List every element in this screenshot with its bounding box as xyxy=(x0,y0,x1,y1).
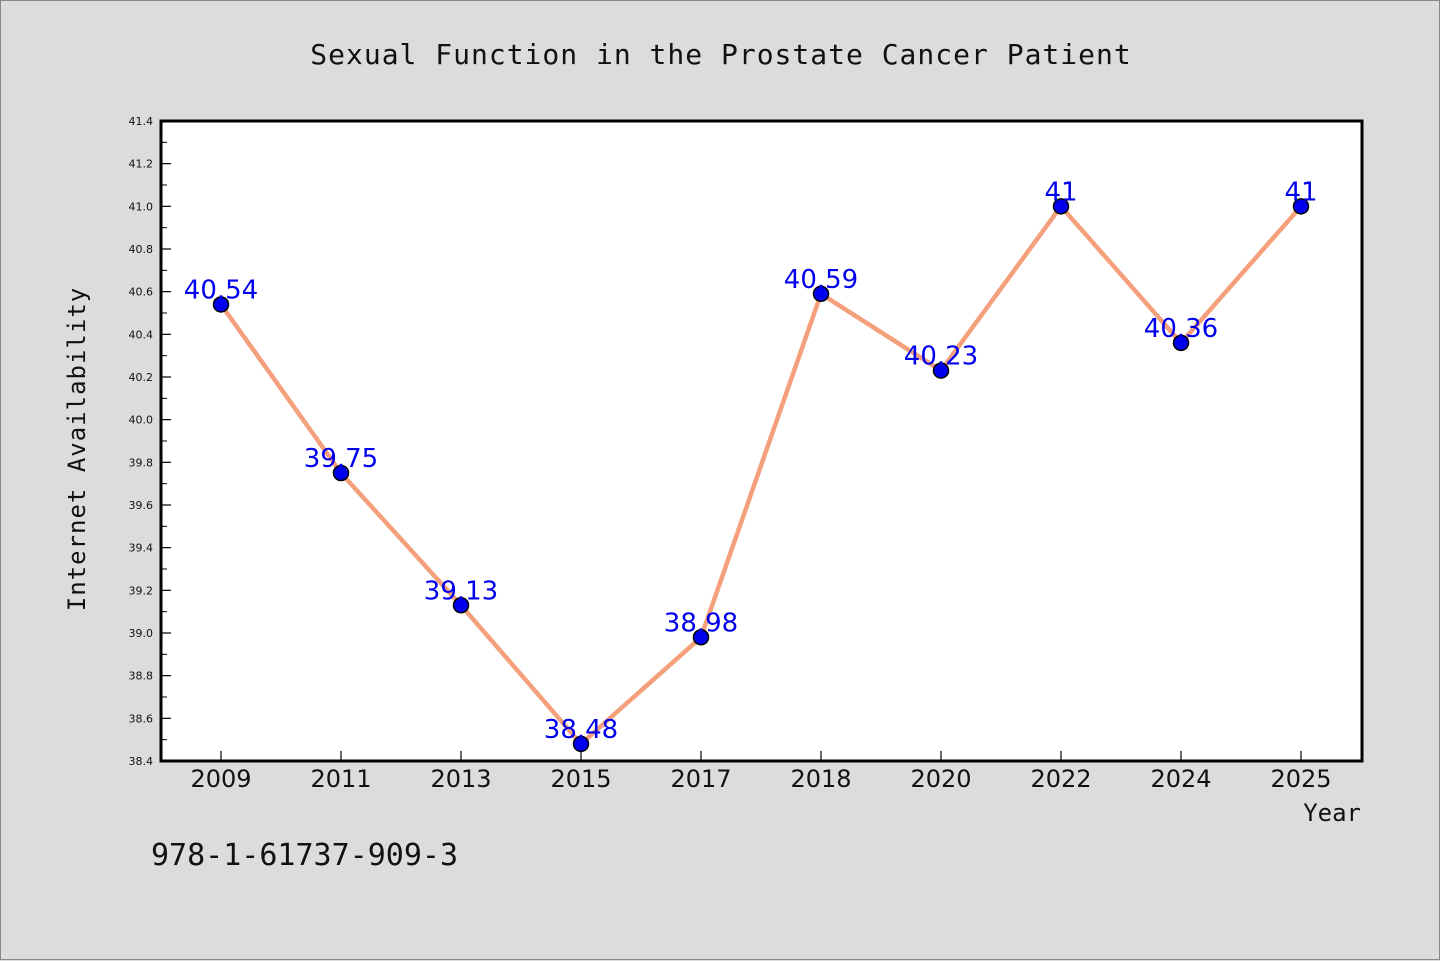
series-line xyxy=(219,204,1303,747)
y-tick-label: 39.0 xyxy=(129,627,154,640)
data-label: 40.59 xyxy=(784,265,858,295)
series-line-group xyxy=(219,204,1303,747)
data-label: 38.48 xyxy=(544,715,618,745)
x-tick-label: 2009 xyxy=(190,765,251,793)
y-tick-label: 40.8 xyxy=(129,243,154,256)
x-tick-label: 2025 xyxy=(1270,765,1331,793)
y-tick-label: 39.8 xyxy=(129,456,154,469)
data-label: 38.98 xyxy=(664,608,738,638)
data-point xyxy=(1052,198,1070,215)
data-point xyxy=(692,629,710,646)
data-label: 41 xyxy=(1044,177,1077,207)
data-label: 40.54 xyxy=(184,275,258,305)
x-tick-label: 2015 xyxy=(550,765,611,793)
y-tick-label: 39.4 xyxy=(129,542,154,555)
chart-title: Sexual Function in the Prostate Cancer P… xyxy=(310,38,1131,71)
x-tick-label: 2018 xyxy=(790,765,851,793)
y-tick-label: 41.4 xyxy=(129,115,154,128)
x-tick-label: 2024 xyxy=(1150,765,1211,793)
data-label: 40.36 xyxy=(1144,314,1218,344)
x-tick-label: 2022 xyxy=(1030,765,1091,793)
data-label: 41 xyxy=(1284,177,1317,207)
y-tick-label: 38.6 xyxy=(129,712,154,725)
x-tick-label: 2020 xyxy=(910,765,971,793)
y-tick-label: 38.8 xyxy=(129,670,154,683)
y-tick-label: 40.2 xyxy=(129,371,154,384)
isbn-label: 978-1-61737-909-3 xyxy=(151,838,458,873)
data-point xyxy=(212,296,230,313)
data-point xyxy=(572,735,590,753)
data-point xyxy=(1292,198,1310,215)
y-axis-ticks: 38.4 38.6 38.8 39.0 39.2 39.4 39.6 39.8 40.0 40.2… xyxy=(129,115,171,768)
data-label: 39.13 xyxy=(424,576,498,606)
x-axis-label: Year xyxy=(1303,799,1361,827)
x-tick-label: 2017 xyxy=(670,765,731,793)
x-tick-label: 2011 xyxy=(310,765,371,793)
y-axis-label: Internet Availability xyxy=(63,287,91,611)
y-tick-label: 39.6 xyxy=(129,499,154,512)
data-point xyxy=(932,362,950,379)
data-label: 39.75 xyxy=(304,444,378,474)
y-tick-label: 39.2 xyxy=(129,584,154,597)
data-label: 40.23 xyxy=(904,342,978,372)
plot-area xyxy=(159,119,1364,763)
y-tick-label: 38.4 xyxy=(129,755,154,768)
y-tick-label: 41.2 xyxy=(129,158,154,171)
data-labels: 40.54 39.75 39.13 38.48 38.98 40.59 40.23 41 40.… xyxy=(184,177,1318,745)
data-point xyxy=(812,285,830,303)
y-tick-label: 40.6 xyxy=(129,286,154,299)
data-point xyxy=(1172,334,1190,352)
data-point xyxy=(452,597,470,614)
y-tick-label: 40.0 xyxy=(129,414,154,427)
data-point xyxy=(332,464,350,482)
y-tick-label: 41.0 xyxy=(129,200,154,213)
data-points xyxy=(212,198,1310,753)
x-tick-label: 2013 xyxy=(430,765,491,793)
x-axis-ticks: 2009 2011 2013 2015 2017 2018 2020 2022 2024 2025 xyxy=(190,751,1332,793)
y-tick-label: 40.4 xyxy=(129,328,154,341)
